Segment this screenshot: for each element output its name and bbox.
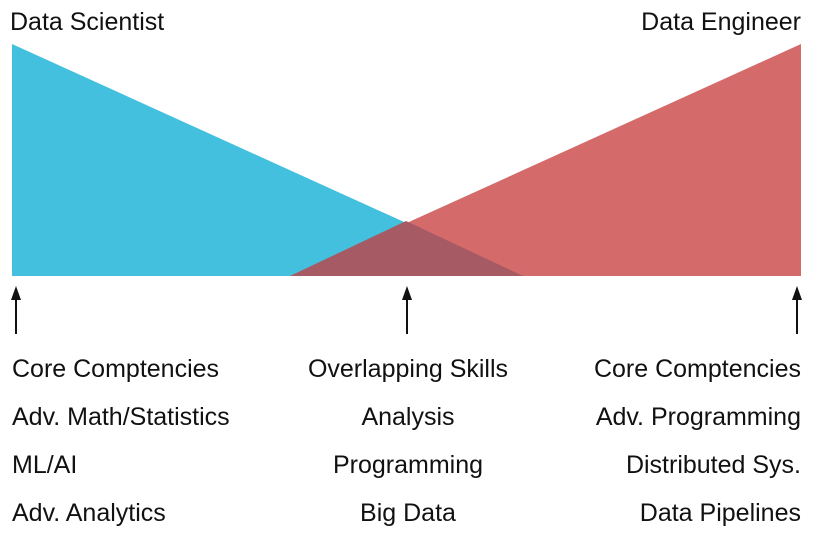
data-engineer-skills: Core Comptencies Adv. Programming Distri…: [501, 345, 801, 537]
data-scientist-title: Data Scientist: [10, 8, 165, 36]
right-arrow: [792, 286, 802, 334]
left-skill-item: ML/AI: [12, 451, 78, 479]
data-engineer-title: Data Engineer: [641, 8, 801, 36]
right-skill-heading: Core Comptencies: [593, 355, 801, 383]
overlapping-skills: Overlapping Skills Analysis Programming …: [258, 345, 558, 537]
center-skill-item: Big Data: [360, 499, 456, 527]
left-skill-item: Adv. Analytics: [12, 499, 166, 527]
center-arrow: [402, 286, 412, 334]
overlap-region: [290, 221, 523, 276]
left-arrow: [11, 286, 21, 334]
center-skill-item: Programming: [332, 451, 484, 479]
left-skill-heading: Core Comptencies: [12, 355, 220, 383]
data-engineer-triangle: [290, 44, 801, 276]
right-skill-item: Data Pipelines: [639, 499, 801, 527]
left-skill-item: Adv. Math/Statistics: [12, 403, 230, 431]
data-scientist-skills: Core Comptencies Adv. Math/Statistics ML…: [12, 345, 312, 537]
data-scientist-triangle: [12, 44, 523, 276]
center-skill-heading: Overlapping Skills: [307, 355, 509, 383]
right-skill-item: Adv. Programming: [595, 403, 801, 431]
right-skill-item: Distributed Sys.: [625, 451, 801, 479]
center-skill-item: Analysis: [361, 403, 455, 431]
